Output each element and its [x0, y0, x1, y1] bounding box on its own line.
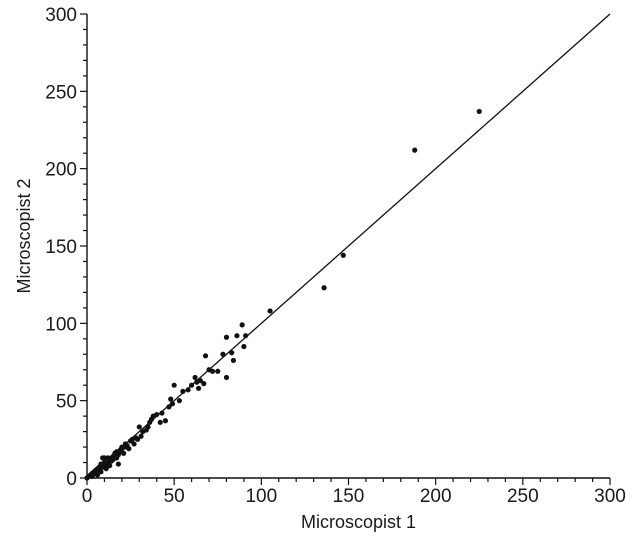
- data-point: [145, 424, 151, 430]
- x-tick-label: 100: [245, 486, 277, 507]
- data-point: [180, 388, 186, 394]
- data-point: [241, 343, 247, 350]
- data-point: [412, 147, 418, 153]
- y-tick-label: 200: [45, 160, 77, 181]
- data-point: [223, 374, 230, 381]
- data-point: [138, 433, 144, 439]
- data-point: [215, 368, 221, 374]
- data-point: [192, 374, 198, 381]
- data-point: [166, 404, 172, 410]
- data-point: [189, 382, 195, 388]
- data-point: [126, 446, 132, 452]
- data-point: [169, 401, 176, 407]
- axes: 0 50 100 150 200 250 300 0 50 100 150 200 250 300: [45, 5, 626, 507]
- data-point: [239, 322, 245, 328]
- data-point: [321, 285, 327, 291]
- y-tick-label: 150: [45, 237, 77, 258]
- data-point: [201, 381, 207, 387]
- data-points-layer: [84, 108, 482, 481]
- data-point: [159, 410, 165, 416]
- y-tick-label: 100: [45, 314, 77, 335]
- data-point: [229, 350, 235, 356]
- data-point: [476, 108, 482, 115]
- data-point: [185, 387, 191, 393]
- x-tick-label: 50: [164, 486, 185, 507]
- y-axis-ticks: 0 50 100 150 200 250 300: [45, 5, 87, 490]
- x-tick-label: 250: [507, 486, 539, 507]
- reference-line-layer: [86, 13, 611, 479]
- data-point: [162, 418, 169, 424]
- data-point: [98, 469, 104, 475]
- x-tick-label: 200: [420, 486, 452, 507]
- data-point: [267, 308, 273, 314]
- data-point: [134, 436, 141, 442]
- x-tick-label: 0: [82, 486, 93, 507]
- identity-line: [86, 13, 611, 479]
- data-point: [234, 333, 240, 339]
- y-axis-title: Microscopist 2: [14, 178, 34, 293]
- x-tick-label: 300: [594, 486, 626, 507]
- data-point: [243, 333, 249, 339]
- y-tick-label: 250: [45, 82, 77, 103]
- y-tick-label: 0: [66, 469, 77, 490]
- data-point: [157, 419, 163, 425]
- data-point: [103, 466, 109, 472]
- data-point: [209, 368, 216, 374]
- data-point: [171, 382, 177, 388]
- data-point: [176, 398, 182, 404]
- data-point: [136, 424, 142, 430]
- data-point: [197, 377, 203, 384]
- data-point: [230, 357, 237, 364]
- y-tick-label: 300: [45, 5, 77, 26]
- data-point: [168, 396, 174, 402]
- data-point: [107, 463, 113, 469]
- data-point: [154, 411, 160, 418]
- data-point: [94, 472, 101, 478]
- data-point: [223, 334, 230, 340]
- data-point: [202, 353, 209, 359]
- x-axis-ticks: 0 50 100 150 200 250 300: [82, 478, 626, 507]
- data-point: [195, 385, 202, 391]
- y-tick-label: 50: [56, 392, 77, 413]
- x-axis-title: Microscopist 1: [301, 512, 416, 532]
- data-point: [115, 461, 121, 467]
- data-point: [131, 441, 137, 447]
- x-tick-label: 150: [333, 486, 365, 507]
- data-point: [220, 351, 226, 357]
- data-point: [340, 252, 346, 258]
- data-point: [121, 450, 127, 456]
